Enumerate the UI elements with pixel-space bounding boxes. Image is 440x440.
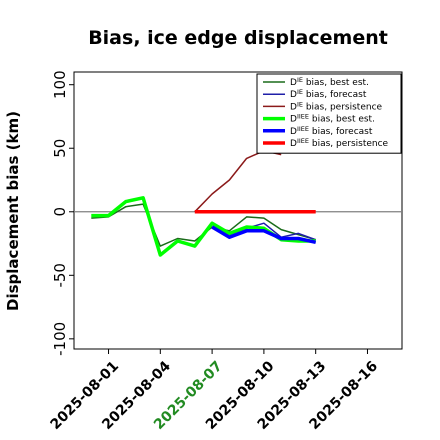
chart-title: Bias, ice edge displacement — [88, 27, 388, 49]
legend-label: DIIEE bias, persistence — [290, 137, 389, 149]
y-tick-label: 50 — [51, 139, 69, 158]
legend-label: DIE bias, persistence — [290, 100, 383, 112]
y-axis-label: Displacement bias (km) — [4, 111, 22, 311]
legend-label: DIE bias, best est. — [290, 76, 369, 88]
series-line — [194, 150, 282, 213]
legend-label: DIIEE bias, forecast — [290, 125, 373, 137]
legend: DIE bias, best est.DIE bias, forecastDIE… — [256, 73, 402, 154]
y-tick-label: -100 — [51, 322, 69, 356]
legend-label: DIE bias, forecast — [290, 88, 367, 100]
legend-label: DIIEE bias, best est. — [290, 113, 375, 125]
series-line — [211, 225, 317, 245]
legend-box — [256, 73, 402, 154]
y-tick-label: 100 — [51, 70, 69, 99]
y-tick-label: -50 — [51, 263, 69, 288]
plot-frame — [73, 71, 403, 350]
y-tick-label: 0 — [51, 207, 69, 217]
